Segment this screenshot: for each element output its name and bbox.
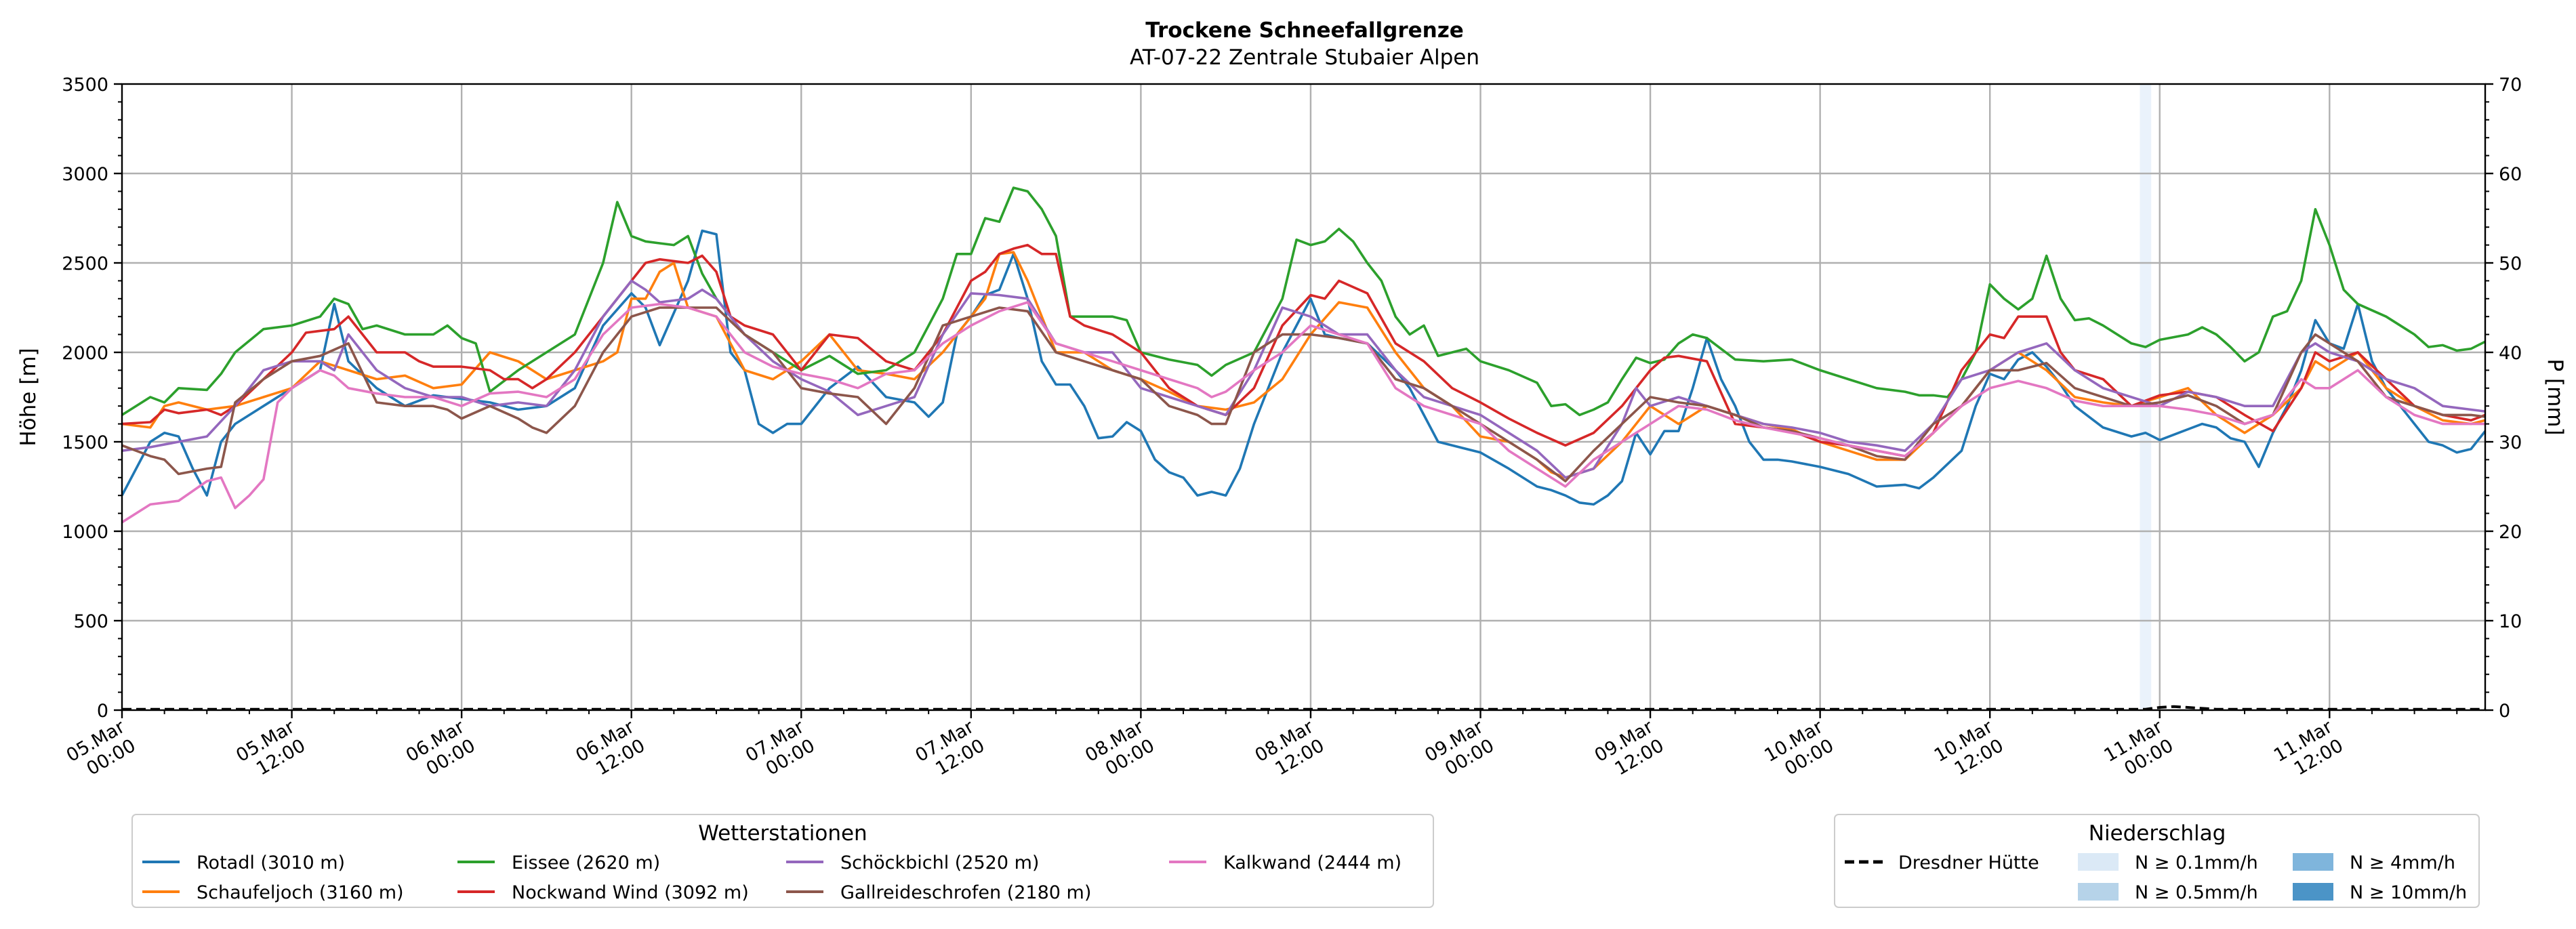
precip-legend-label-3: N ≥ 10mm/h	[2350, 882, 2467, 903]
series-line-2	[121, 186, 2486, 417]
station-legend-entries: Rotadl (3010 m) Schaufeljoch (3160 m) Eiss…	[142, 852, 1402, 903]
y2-tick-label-70: 70	[2499, 75, 2522, 96]
y2-tick-label-30: 30	[2499, 432, 2522, 453]
series-line-1	[121, 251, 2486, 479]
precip-legend-title: Niederschlag	[2089, 821, 2226, 846]
y-tick-label-2500: 2500	[62, 253, 108, 274]
y2-tick-label-50: 50	[2499, 253, 2522, 274]
plot-area: 0 500 1000 1500 2000 2500 3000 3500 0 10 20 30 40 50…	[62, 75, 2522, 780]
precip-legend-swatches: N ≥ 0.1mm/h N ≥ 0.5mm/h N ≥ 4mm/h N ≥ 10mm/…	[2078, 852, 2467, 903]
series-line-5	[121, 306, 2486, 482]
y-tick-label-1000: 1000	[62, 522, 108, 543]
y-tick-label-3000: 3000	[62, 164, 108, 185]
station-legend-label-5: Gallreideschrofen (2180 m)	[840, 882, 1091, 903]
precip-line-dresdner-huette	[122, 705, 2485, 711]
y-tick-label-3500: 3500	[62, 75, 108, 96]
station-legend: Wetterstationen Rotadl (3010 m) Schaufelj…	[131, 814, 1434, 908]
station-legend-title: Wetterstationen	[698, 821, 867, 846]
precip-legend: Niederschlag Dresdner Hütte N ≥ 0.1mm/hN…	[1834, 814, 2480, 908]
y-tick-label-2000: 2000	[62, 343, 108, 364]
station-legend-label-6: Kalkwand (2444 m)	[1223, 852, 1402, 873]
series-layer	[121, 186, 2487, 524]
precip-shading-band-0	[2140, 84, 2152, 710]
y2-tick-label-60: 60	[2499, 164, 2522, 185]
precip-legend-swatch-0	[2078, 853, 2119, 871]
station-legend-label-0: Rotadl (3010 m)	[197, 852, 345, 873]
y2-tick-label-20: 20	[2499, 522, 2522, 543]
y-tick-label-0: 0	[97, 701, 108, 722]
y2-tick-label-10: 10	[2499, 611, 2522, 632]
y-tick-label-500: 500	[73, 611, 108, 632]
y2-tick-label-0: 0	[2499, 701, 2510, 722]
precip-legend-line-label: Dresdner Hütte	[1898, 852, 2039, 873]
precip-legend-swatch-3	[2293, 883, 2333, 901]
precip-legend-label-0: N ≥ 0.1mm/h	[2135, 852, 2258, 873]
precip-legend-swatch-1	[2078, 883, 2119, 901]
precip-shading-layer	[2140, 84, 2152, 710]
station-legend-label-2: Eissee (2620 m)	[512, 852, 660, 873]
precip-legend-label-2: N ≥ 4mm/h	[2350, 852, 2455, 873]
grid-layer	[122, 84, 2485, 710]
series-line-6	[121, 301, 2485, 524]
y-axis-label: Höhe [m]	[16, 348, 41, 446]
station-legend-label-1: Schaufeljoch (3160 m)	[197, 882, 404, 903]
series-line-3	[121, 243, 2486, 457]
precip-legend-swatch-2	[2293, 853, 2333, 871]
y-tick-label-1500: 1500	[62, 432, 108, 453]
y2-axis-label: P [mm]	[2543, 358, 2567, 435]
y-axis: 0 500 1000 1500 2000 2500 3000 3500	[62, 75, 122, 722]
station-legend-frame	[131, 814, 1434, 908]
chart-subtitle: AT-07-22 Zentrale Stubaier Alpen	[1130, 45, 1479, 70]
precip-legend-label-1: N ≥ 0.5mm/h	[2135, 882, 2258, 903]
precip-layer	[122, 705, 2485, 711]
plot-frame	[121, 83, 2487, 711]
station-legend-label-3: Nockwand Wind (3092 m)	[512, 882, 749, 903]
y2-axis: 0 10 20 30 40 50 60 70	[2485, 75, 2522, 722]
chart-title: Trockene Schneefallgrenze	[1145, 18, 1464, 43]
station-legend-label-4: Schöckbichl (2520 m)	[840, 852, 1039, 873]
series-line-4	[121, 279, 2486, 479]
y2-tick-label-40: 40	[2499, 343, 2522, 364]
